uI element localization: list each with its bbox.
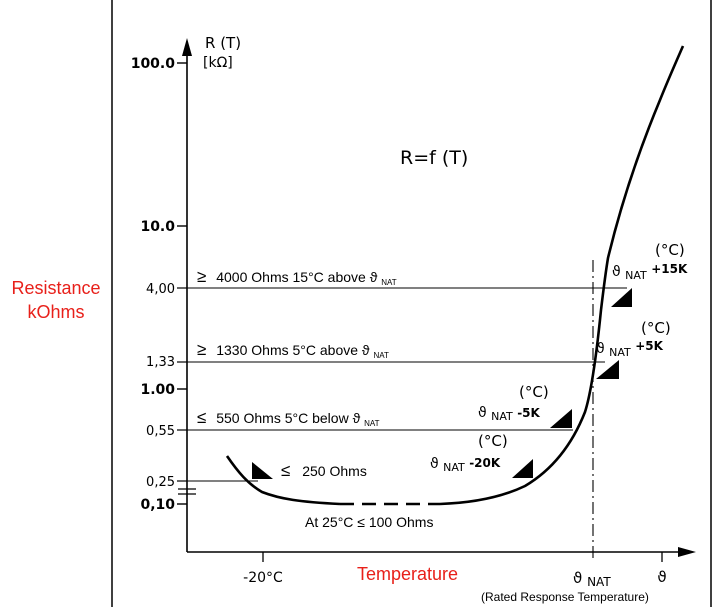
- bottom-note: At 25°C ≤ 100 Ohms: [305, 514, 433, 530]
- y-axis-label-unit: [kΩ]: [203, 55, 233, 71]
- threshold-250-prefix: ≤: [281, 461, 290, 480]
- curve-right-rise: [439, 45, 685, 506]
- x-tick-label-nat: ϑ NAT: [573, 569, 611, 589]
- marker-plus15-unit: (°C): [655, 241, 685, 259]
- y-tick-label-025: 0,25: [146, 475, 175, 490]
- y-tick-label-10: 10.0: [140, 219, 175, 235]
- threshold-550-prefix: ≤: [197, 408, 206, 427]
- x-tick-nat-symbol: ϑ: [573, 569, 582, 587]
- y-tick-label-100: 100.0: [131, 56, 176, 72]
- marker-plus5-offset: +5K: [635, 339, 663, 353]
- marker-plus15-sub: NAT: [625, 269, 647, 282]
- threshold-label-550: ≤ 550 Ohms 5°C below ϑ NAT: [197, 408, 380, 428]
- threshold-550-text: 550 Ohms 5°C below ϑ: [216, 410, 360, 426]
- threshold-label-1330: ≥ 1330 Ohms 5°C above ϑ NAT: [197, 340, 389, 360]
- marker-plus5-symbol: ϑ: [596, 341, 605, 357]
- marker-minus5-offset: -5K: [517, 406, 540, 420]
- resistance-label: Resistance: [11, 278, 100, 298]
- marker-minus20-symbol: ϑ: [430, 456, 439, 472]
- marker-minus5-sub: NAT: [491, 410, 513, 423]
- marker-minus5-symbol: ϑ: [478, 405, 487, 421]
- x-tick-label-theta: ϑ: [657, 568, 666, 586]
- x-tick-nat-sub: NAT: [587, 575, 611, 589]
- x-axis-label: Temperature: [357, 564, 458, 584]
- marker-plus5-unit: (°C): [641, 319, 671, 337]
- kohms-label: kOhms: [27, 302, 84, 322]
- threshold-label-4000: ≥ 4000 Ohms 15°C above ϑ NAT: [197, 267, 397, 287]
- y-tick-label-4: 4,00: [146, 282, 175, 297]
- y-ticks: 100.0 10.0 4,00 1,33 1.00 0,55 0,25 0,10: [131, 56, 196, 513]
- chart-title: R=f (T): [400, 147, 468, 169]
- threshold-1330-sub: NAT: [373, 351, 389, 360]
- marker-250-triangle: [252, 462, 273, 479]
- marker-minus5-triangle: [550, 409, 572, 428]
- marker-plus15-label: ϑ NAT +15K: [612, 262, 688, 283]
- threshold-1330-prefix: ≥: [197, 340, 206, 359]
- y-tick-label-133: 1,33: [146, 355, 175, 370]
- marker-minus20: (°C) ϑ NAT -20K: [430, 432, 508, 475]
- threshold-1330-text: 1330 Ohms 5°C above ϑ: [216, 342, 370, 358]
- threshold-label-250: ≤ 250 Ohms: [281, 461, 367, 480]
- marker-plus5-sub: NAT: [609, 346, 631, 359]
- marker-plus5-triangle: [596, 360, 619, 379]
- marker-plus15-symbol: ϑ: [612, 264, 621, 280]
- y-tick-label-010: 0,10: [140, 497, 175, 513]
- x-axis-arrow: [678, 547, 696, 557]
- marker-minus20-label: ϑ NAT -20K: [430, 456, 501, 475]
- threshold-4000-text: 4000 Ohms 15°C above ϑ: [216, 269, 377, 285]
- x-tick-label-minus20: -20°C: [243, 570, 283, 586]
- threshold-250-text: 250 Ohms: [302, 463, 367, 479]
- y-tick-label-1: 1.00: [140, 382, 175, 398]
- threshold-550-sub: NAT: [364, 419, 380, 428]
- y-tick-label-055: 0,55: [146, 424, 175, 439]
- threshold-4000-prefix: ≥: [197, 267, 206, 286]
- marker-plus5: (°C) ϑ NAT +5K: [596, 319, 671, 360]
- marker-minus20-unit: (°C): [478, 432, 508, 450]
- curve-left-descent: [225, 455, 341, 506]
- marker-minus5-label: ϑ NAT -5K: [478, 405, 541, 424]
- marker-plus5-label: ϑ NAT +5K: [596, 339, 664, 360]
- marker-plus15: (°C) ϑ NAT +15K: [612, 241, 688, 283]
- marker-plus15-triangle: [611, 288, 632, 307]
- marker-minus20-offset: -20K: [469, 456, 501, 470]
- rated-response-note: (Rated Response Temperature): [481, 590, 649, 604]
- marker-minus20-triangle: [512, 459, 533, 478]
- marker-minus20-sub: NAT: [443, 461, 465, 474]
- marker-minus5: (°C) ϑ NAT -5K: [478, 383, 549, 424]
- threshold-4000-sub: NAT: [381, 278, 397, 287]
- y-axis-label-r: R (T): [205, 34, 241, 52]
- marker-plus15-offset: +15K: [651, 262, 688, 276]
- marker-minus5-unit: (°C): [519, 383, 549, 401]
- y-axis-arrow: [182, 38, 192, 56]
